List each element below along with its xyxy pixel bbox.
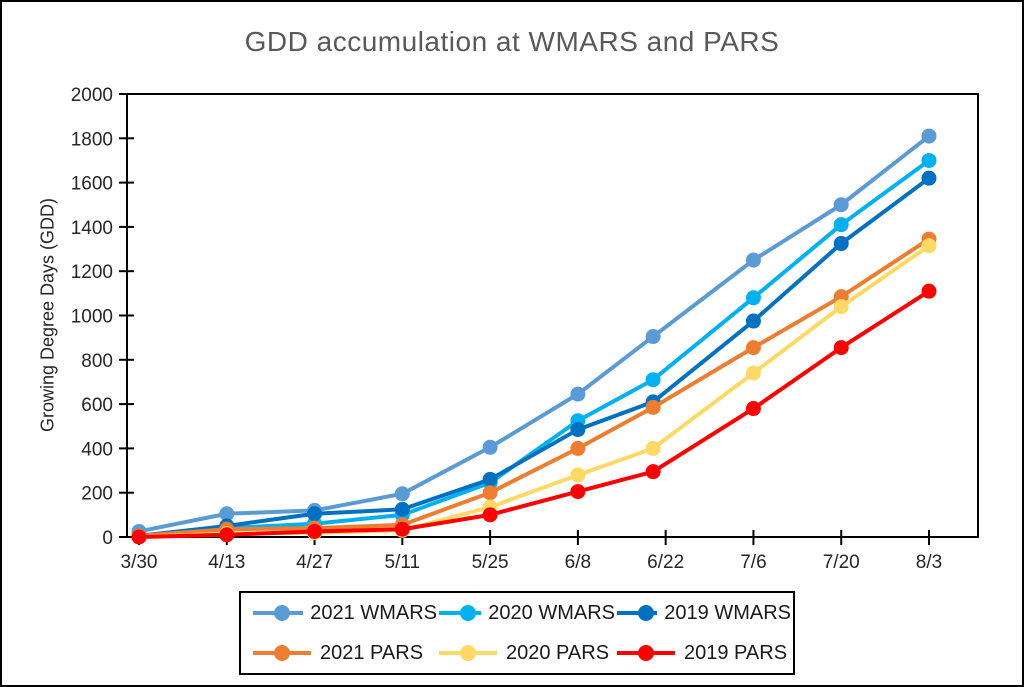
data-point-2021-wmars-6-22: [645, 329, 661, 345]
data-point-2020-pars-7-6: [745, 365, 761, 381]
data-point-2019-pars-3-30: [131, 529, 147, 545]
data-point-2021-pars-6-8: [570, 440, 586, 456]
x-tick-label: 7/6: [740, 552, 766, 573]
series-line-2020-wmars: [137, 158, 931, 538]
legend-label: 2021 PARS: [320, 641, 424, 664]
data-point-2020-pars-7-20: [833, 299, 849, 315]
data-point-2021-wmars-4-13: [219, 506, 235, 522]
chart-title: GDD accumulation at WMARS and PARS: [244, 26, 780, 57]
legend-label: 2019 WMARS: [664, 601, 791, 624]
data-point-2021-wmars-8-3: [921, 128, 937, 144]
line-marker-icon: [439, 645, 497, 661]
y-tick-label: 600: [81, 395, 113, 416]
x-tick-label: 4/13: [208, 552, 245, 573]
legend-item-2021-wmars: 2021 WMARS: [251, 602, 437, 625]
y-tick-label: 1600: [71, 174, 113, 195]
data-point-2020-pars-6-22: [645, 440, 661, 456]
data-point-2019-wmars-8-3: [921, 170, 937, 186]
legend-label: 2019 PARS: [684, 641, 788, 664]
data-point-2019-pars-8-3: [921, 283, 937, 299]
y-tick-label: 1000: [71, 307, 113, 328]
legend-item-2019-pars: 2019 PARS: [615, 642, 791, 665]
y-tick-label: 400: [81, 439, 113, 460]
data-point-2019-pars-4-13: [219, 527, 235, 543]
x-tick-label: 5/25: [472, 552, 509, 573]
x-tick-label: 5/11: [385, 552, 421, 573]
legend-label: 2020 PARS: [506, 641, 610, 664]
data-point-2021-wmars-5-25: [482, 439, 498, 455]
x-tick-label: 6/8: [565, 552, 591, 573]
data-point-2021-pars-6-22: [645, 399, 661, 415]
data-point-2020-wmars-6-22: [645, 372, 661, 388]
line-marker-icon: [617, 645, 675, 661]
data-point-2019-pars-6-8: [570, 484, 586, 500]
data-point-2020-wmars-7-20: [833, 217, 849, 233]
legend-item-2019-wmars: 2019 WMARS: [615, 602, 791, 625]
data-point-2021-wmars-6-8: [570, 386, 586, 402]
data-point-2019-pars-7-6: [745, 401, 761, 417]
series-line-2020-pars: [137, 243, 931, 539]
legend: 2021 WMARS 2020 WMARS 2019 WMARS 2021 PA…: [239, 591, 795, 675]
y-tick-label: 0: [102, 528, 113, 549]
data-point-2019-wmars-4-27: [307, 506, 323, 522]
data-point-2021-wmars-5-11: [394, 486, 410, 502]
data-point-2019-pars-4-27: [307, 523, 323, 539]
data-point-2019-wmars-7-6: [745, 313, 761, 329]
data-point-2021-pars-7-6: [745, 340, 761, 356]
data-point-2019-wmars-6-8: [570, 422, 586, 438]
y-tick-label: 1200: [71, 262, 113, 283]
data-point-2020-pars-6-8: [570, 467, 586, 483]
data-point-2019-pars-7-20: [833, 340, 849, 356]
x-tick-label: 3/30: [121, 552, 158, 573]
series-line-2019-pars: [137, 289, 931, 539]
legend-item-2020-pars: 2020 PARS: [437, 642, 615, 665]
legend-label: 2020 WMARS: [488, 601, 615, 624]
data-point-2019-pars-5-25: [482, 507, 498, 523]
plot-border: [126, 93, 979, 538]
data-point-2020-pars-8-3: [921, 238, 937, 254]
x-tick-label: 6/22: [647, 552, 684, 573]
x-tick-label: 8/3: [916, 552, 942, 573]
data-point-2019-wmars-5-11: [394, 501, 410, 517]
data-point-2021-wmars-7-20: [833, 197, 849, 213]
y-tick-label: 1800: [71, 129, 113, 150]
legend-item-2020-wmars: 2020 WMARS: [437, 602, 615, 625]
y-tick-label: 200: [81, 484, 113, 505]
data-point-2021-wmars-7-6: [745, 252, 761, 268]
data-point-2019-pars-5-11: [394, 521, 410, 537]
line-marker-icon: [253, 605, 304, 621]
line-marker-icon: [253, 645, 311, 661]
series-line-2021-pars: [137, 237, 931, 538]
series-line-2019-wmars: [137, 176, 931, 538]
y-tick-label: 1400: [71, 218, 113, 239]
series-line-2021-wmars: [137, 134, 931, 534]
x-tick-label: 4/27: [296, 552, 333, 573]
legend-item-2021-pars: 2021 PARS: [251, 642, 437, 665]
y-tick-label: 2000: [71, 85, 113, 106]
line-marker-icon: [439, 605, 482, 621]
x-tick-label: 7/20: [823, 552, 860, 573]
data-point-2020-wmars-7-6: [745, 290, 761, 306]
y-tick-label: 800: [81, 351, 113, 372]
data-point-2019-wmars-7-20: [833, 236, 849, 252]
data-point-2019-pars-6-22: [645, 464, 661, 480]
data-point-2021-pars-5-25: [482, 485, 498, 501]
data-point-2020-wmars-8-3: [921, 152, 937, 168]
line-marker-icon: [617, 605, 658, 621]
data-point-2019-wmars-5-25: [482, 471, 498, 487]
legend-label: 2021 WMARS: [310, 601, 437, 624]
